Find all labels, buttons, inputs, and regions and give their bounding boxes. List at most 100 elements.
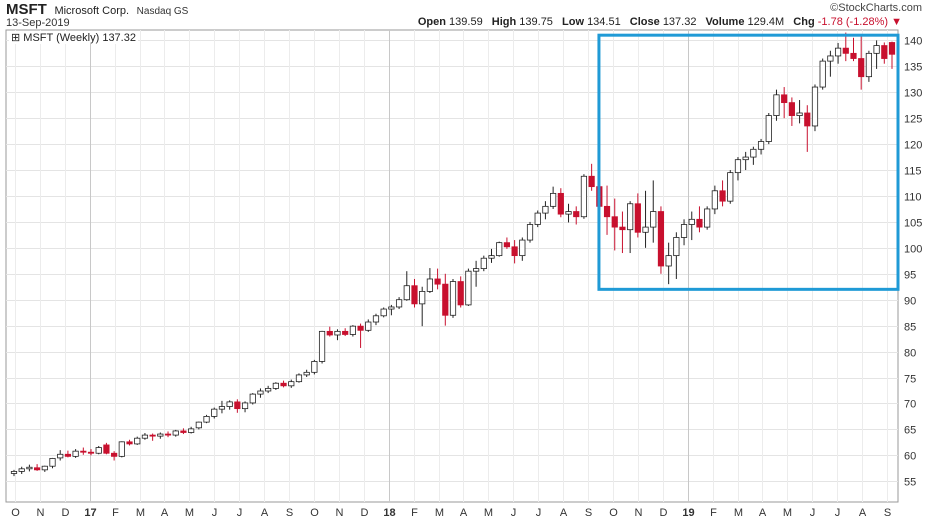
candle-body[interactable]: [580, 175, 588, 218]
candle-body[interactable]: [634, 203, 641, 233]
candle-body[interactable]: [34, 467, 41, 471]
candle-body[interactable]: [18, 468, 25, 472]
candle-body[interactable]: [488, 255, 495, 259]
candle-body[interactable]: [303, 371, 310, 376]
candle-body[interactable]: [642, 226, 649, 233]
candle-body[interactable]: [334, 330, 341, 336]
candle-body[interactable]: [742, 156, 749, 161]
candle-body[interactable]: [673, 237, 680, 257]
candle-body[interactable]: [588, 175, 595, 188]
candle-body[interactable]: [619, 226, 626, 231]
candle-body[interactable]: [819, 60, 826, 88]
candle-body[interactable]: [603, 205, 611, 218]
candle-body[interactable]: [211, 408, 218, 417]
candle-body[interactable]: [380, 308, 387, 317]
candle-body[interactable]: [10, 470, 18, 474]
candle-body[interactable]: [534, 212, 541, 225]
candle-body[interactable]: [241, 402, 249, 410]
candle-body[interactable]: [696, 218, 703, 228]
candle-body[interactable]: [873, 45, 880, 54]
candle-body[interactable]: [680, 224, 688, 238]
candle-body[interactable]: [272, 382, 279, 389]
candle-body[interactable]: [834, 47, 842, 57]
candle-body[interactable]: [95, 447, 102, 454]
candle-body[interactable]: [650, 211, 657, 228]
candle-body[interactable]: [858, 58, 865, 78]
candle-body[interactable]: [542, 205, 549, 214]
candle-body[interactable]: [473, 268, 480, 272]
candle-body[interactable]: [64, 453, 72, 457]
candle-body[interactable]: [788, 102, 795, 116]
candle-body[interactable]: [203, 416, 210, 423]
candle-body[interactable]: [26, 466, 33, 470]
candle-body[interactable]: [811, 86, 819, 127]
candle-body[interactable]: [511, 246, 518, 257]
candle-body[interactable]: [842, 47, 849, 54]
candle-body[interactable]: [704, 208, 711, 228]
candle-body[interactable]: [865, 52, 872, 78]
candle-body[interactable]: [565, 211, 572, 215]
candle-body[interactable]: [519, 239, 526, 257]
candle-body[interactable]: [480, 257, 487, 269]
candle-body[interactable]: [103, 444, 110, 454]
candle-body[interactable]: [288, 381, 295, 387]
candle-body[interactable]: [503, 242, 511, 248]
candle-body[interactable]: [342, 330, 349, 335]
candle-body[interactable]: [711, 190, 718, 210]
candle-body[interactable]: [388, 306, 395, 310]
candle-body[interactable]: [372, 315, 380, 323]
candle-body[interactable]: [827, 55, 834, 62]
candle-body[interactable]: [773, 94, 780, 116]
candle-body[interactable]: [888, 42, 896, 55]
candle-body[interactable]: [57, 453, 64, 459]
candle-body[interactable]: [688, 218, 695, 225]
candle-body[interactable]: [149, 434, 156, 437]
candle-body[interactable]: [403, 285, 410, 301]
candle-body[interactable]: [765, 115, 772, 142]
candle-body[interactable]: [357, 325, 364, 331]
candle-body[interactable]: [157, 433, 164, 437]
candle-body[interactable]: [757, 141, 765, 150]
candle-body[interactable]: [87, 451, 95, 454]
candle-body[interactable]: [781, 94, 788, 104]
candle-body[interactable]: [734, 159, 742, 174]
candle-body[interactable]: [411, 285, 418, 305]
candle-body[interactable]: [72, 450, 79, 457]
candle-body[interactable]: [665, 255, 672, 267]
candle-body[interactable]: [280, 382, 287, 387]
candle-body[interactable]: [719, 190, 726, 202]
candle-body[interactable]: [249, 393, 256, 404]
candle-body[interactable]: [449, 281, 457, 316]
candle-body[interactable]: [796, 112, 803, 116]
candle-body[interactable]: [295, 374, 303, 383]
candle-body[interactable]: [426, 278, 433, 292]
candle-body[interactable]: [750, 148, 757, 158]
candle-body[interactable]: [141, 434, 149, 439]
candle-body[interactable]: [126, 441, 133, 445]
candle-body[interactable]: [804, 112, 811, 127]
candle-body[interactable]: [180, 430, 187, 433]
candle-body[interactable]: [195, 421, 202, 429]
candle-body[interactable]: [49, 458, 56, 467]
candle-body[interactable]: [234, 401, 241, 410]
candle-body[interactable]: [134, 437, 141, 445]
candle-body[interactable]: [41, 465, 48, 471]
candle-body[interactable]: [226, 401, 233, 407]
candle-body[interactable]: [457, 281, 464, 306]
candle-body[interactable]: [657, 211, 665, 267]
candle-body[interactable]: [265, 388, 272, 392]
candle-body[interactable]: [627, 203, 634, 231]
candle-body[interactable]: [850, 52, 857, 59]
candle-body[interactable]: [111, 452, 118, 457]
candle-body[interactable]: [434, 278, 441, 285]
candle-body[interactable]: [218, 406, 226, 410]
candle-body[interactable]: [172, 430, 179, 436]
candle-body[interactable]: [188, 428, 195, 433]
candle-body[interactable]: [496, 242, 503, 257]
stockcharts-brand[interactable]: ©StockCharts.com: [830, 2, 922, 14]
candle-body[interactable]: [318, 330, 326, 362]
candle-body[interactable]: [164, 433, 172, 436]
candle-body[interactable]: [465, 270, 472, 306]
candle-body[interactable]: [80, 450, 87, 453]
candle-body[interactable]: [557, 192, 564, 215]
